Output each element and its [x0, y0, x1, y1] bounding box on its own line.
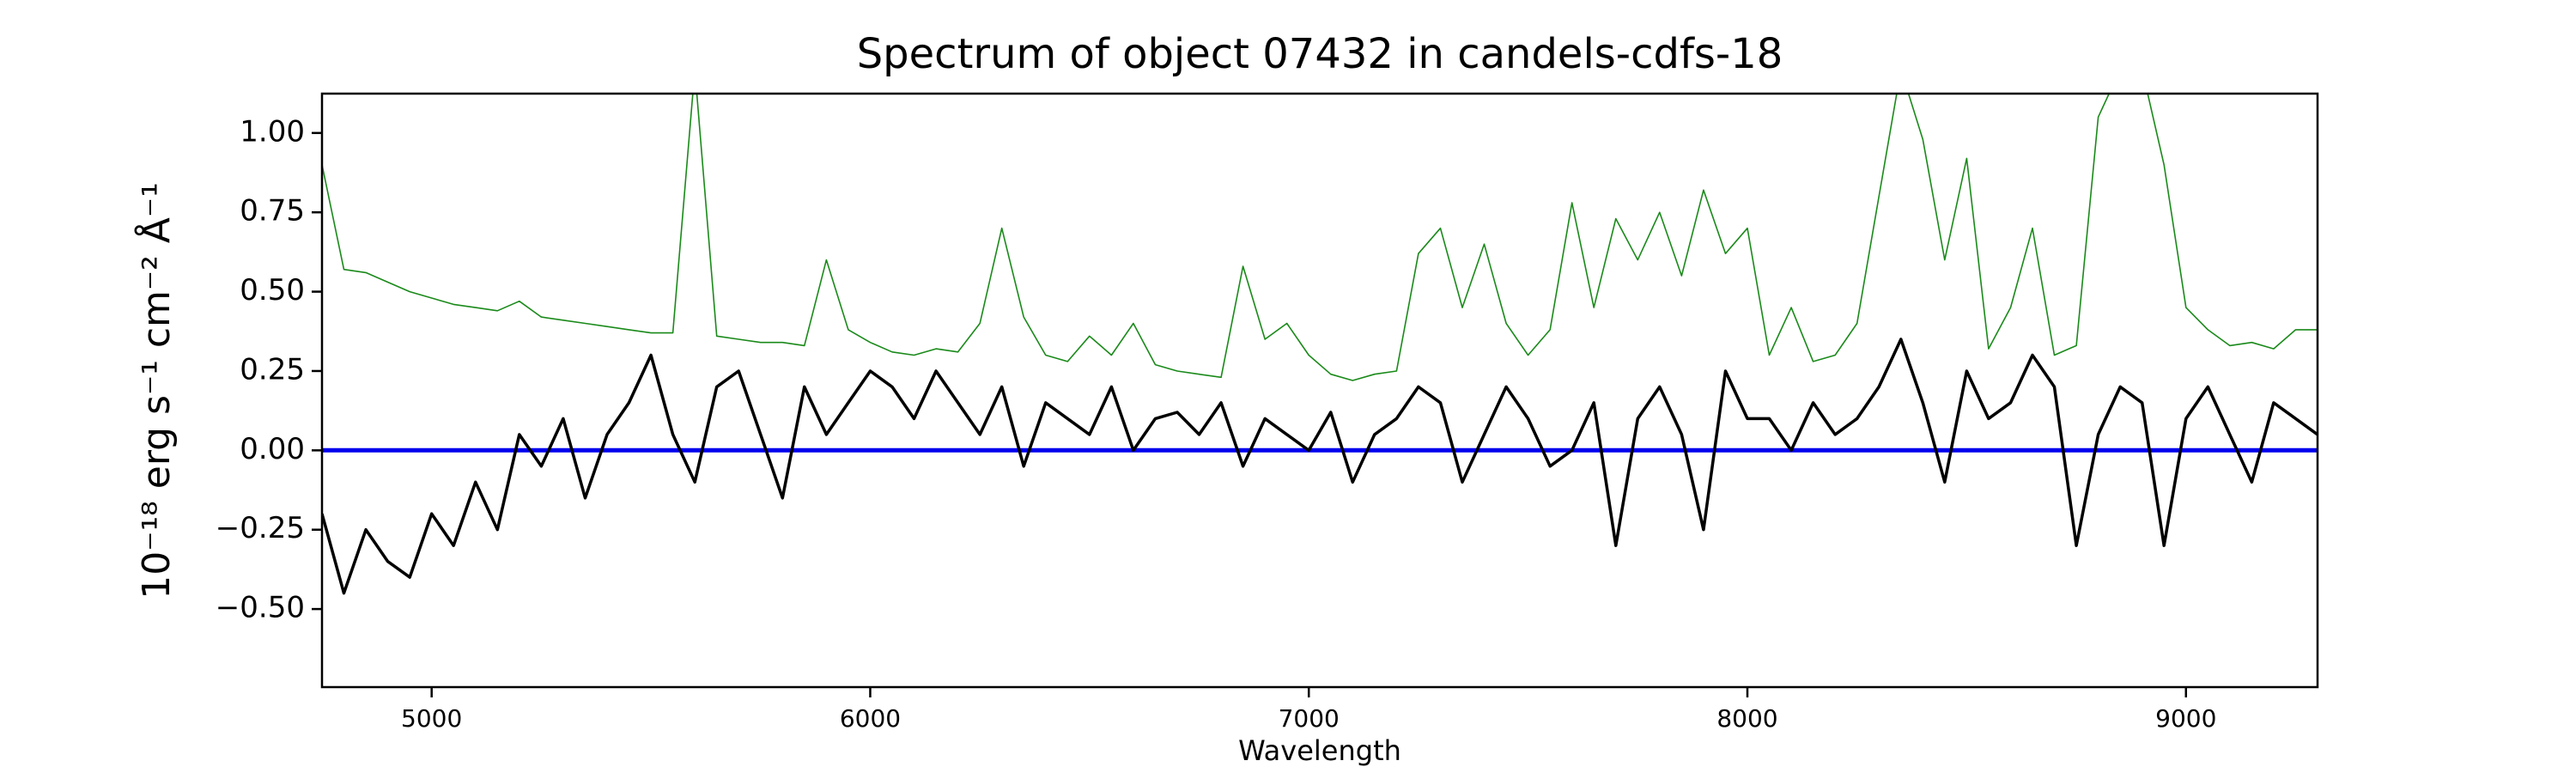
plot-area	[322, 94, 2318, 595]
axes-frame	[320, 92, 2319, 689]
x-axis-label: Wavelength	[1238, 734, 1401, 767]
x-tick-label: 8000	[1716, 704, 1777, 733]
spectrum-line	[322, 94, 2318, 381]
y-tick-label: 0.00	[240, 432, 305, 466]
y-tick-label: 0.75	[240, 194, 305, 228]
y-axis-label: 10⁻¹⁸ erg s⁻¹ cm⁻² Å⁻¹	[133, 182, 179, 599]
x-tick-label: 6000	[840, 704, 901, 733]
chart-title: Spectrum of object 07432 in candels-cdfs…	[857, 30, 1783, 78]
y-tick-label: 0.25	[240, 352, 305, 386]
x-tick-label: 5000	[401, 704, 462, 733]
y-tick-label: −0.25	[216, 511, 305, 545]
spectrum-line	[322, 338, 2318, 595]
y-tick-label: 1.00	[240, 114, 305, 149]
x-tick-label: 9000	[2155, 704, 2216, 733]
y-tick-label: −0.50	[216, 591, 305, 625]
y-tick-label: 0.50	[240, 273, 305, 307]
x-tick-label: 7000	[1279, 704, 1340, 733]
